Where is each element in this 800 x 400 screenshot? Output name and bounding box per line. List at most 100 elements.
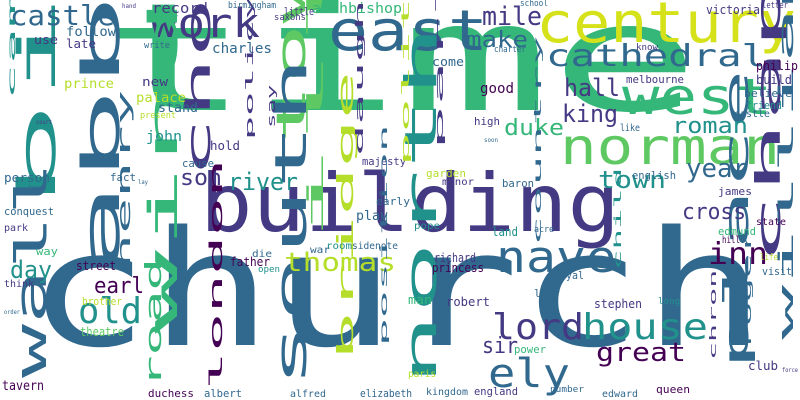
word-country: country — [533, 35, 544, 246]
word-hand: hand — [122, 3, 136, 10]
word-philip: philip — [756, 59, 798, 73]
word-build: build — [756, 73, 792, 87]
word-melbourne: melbourne — [626, 73, 684, 86]
word-roger: roger — [741, 229, 754, 350]
word-edmund: edmund — [718, 225, 756, 238]
word-club: club — [748, 359, 778, 373]
word-die: die — [252, 249, 272, 260]
word-edward: edward — [602, 389, 638, 400]
word-hold: hold — [210, 139, 240, 153]
word-london: london — [206, 158, 227, 390]
word-building: building — [200, 157, 620, 250]
word-alfred: alfred — [290, 389, 326, 400]
word-castle: castle — [10, 0, 116, 32]
word-france: france — [28, 185, 46, 192]
word-fact: fact — [110, 171, 136, 184]
word-richard: richard — [434, 251, 476, 265]
word-hill: hill — [722, 235, 740, 246]
word-land: land — [492, 225, 518, 239]
word-school: school — [520, 0, 548, 9]
word-paris: paris — [408, 369, 436, 380]
word-roman: roman — [672, 114, 748, 139]
word-duke: duke — [504, 116, 564, 141]
word-albert: albert — [204, 387, 242, 400]
word-early: early — [376, 195, 410, 208]
word-man: man — [408, 293, 432, 307]
word-court: court — [36, 119, 52, 126]
word-present: present — [140, 111, 176, 121]
word-father: father — [230, 255, 270, 269]
word-play: play — [356, 209, 388, 224]
word-tavern: tavern — [2, 379, 44, 394]
word-century: century — [536, 0, 796, 56]
word-parliament: parliament — [433, 0, 446, 150]
word-road: road — [142, 257, 167, 388]
word-james: james — [718, 185, 752, 198]
word-victoria: victoria — [706, 3, 760, 17]
word-long: long — [658, 297, 680, 307]
word-saxons: saxons — [274, 13, 306, 23]
word-number: number — [550, 385, 584, 395]
word-theatre: theatre — [80, 325, 124, 339]
word-child: child — [613, 167, 624, 270]
word-hall: hall — [564, 74, 620, 102]
word-cross: cross — [682, 200, 746, 225]
word-nave: nave — [496, 232, 616, 283]
word-life: life — [760, 253, 778, 263]
word-park: park — [4, 223, 28, 234]
word-river: river — [228, 168, 298, 196]
word-great: great — [596, 338, 686, 368]
word-charles: charles — [212, 41, 272, 57]
word-little: little — [284, 5, 314, 18]
word-letter: letter — [762, 1, 788, 11]
word-sidenote: sidenote — [352, 241, 398, 252]
word-time: time — [100, 0, 700, 146]
word-soon: soon — [484, 137, 498, 144]
word-ely: ely — [488, 351, 570, 397]
word-earl: earl — [94, 274, 144, 299]
word-pope: pope — [414, 221, 440, 232]
word-use: use — [34, 33, 58, 47]
word-like: like — [620, 123, 640, 134]
word-thomas: thomas — [284, 248, 396, 278]
word-archbishop: archbishop — [312, 1, 402, 17]
word-work: work — [150, 1, 260, 47]
word-town: town — [598, 166, 666, 194]
word-power: power — [514, 343, 546, 356]
word-force: force — [782, 367, 798, 374]
word-high: high — [474, 115, 500, 128]
word-inn: inn — [708, 237, 768, 272]
word-queen: queen — [656, 383, 690, 396]
word-late: late — [66, 37, 96, 51]
word-castle-small: castle — [734, 109, 770, 120]
word-follow: follow — [66, 25, 116, 40]
word-cause: cause — [182, 157, 214, 170]
word-princess: princess — [432, 261, 484, 275]
word-west: west — [622, 68, 772, 126]
word-elizabeth: elizabeth — [360, 387, 412, 400]
word-conquest: conquest — [4, 205, 54, 218]
word-mile: mile — [482, 2, 542, 32]
word-east: east — [328, 0, 488, 64]
word-state: state — [756, 217, 786, 228]
word-illustration: illustration — [304, 0, 329, 244]
word-house: house — [582, 307, 708, 348]
word-prince: prince — [64, 77, 114, 92]
word-chron: chron — [709, 269, 719, 360]
word-political: political — [399, 0, 412, 166]
word-room: room — [326, 241, 352, 252]
word-cathedral: cathedral — [546, 39, 766, 74]
word-visit: visit — [762, 265, 792, 278]
word-john: john — [146, 129, 182, 145]
word-think: think — [4, 279, 34, 290]
word-robert: robert — [446, 295, 490, 309]
word-birmingham: birmingham — [228, 1, 276, 11]
word-make: make — [466, 28, 528, 53]
word-come: come — [432, 55, 464, 69]
word-church: church — [26, 196, 766, 383]
word-friend: friend — [746, 99, 782, 112]
word-person: person — [4, 171, 50, 185]
word-garden: garden — [426, 167, 466, 180]
word-record: record — [152, 1, 208, 17]
